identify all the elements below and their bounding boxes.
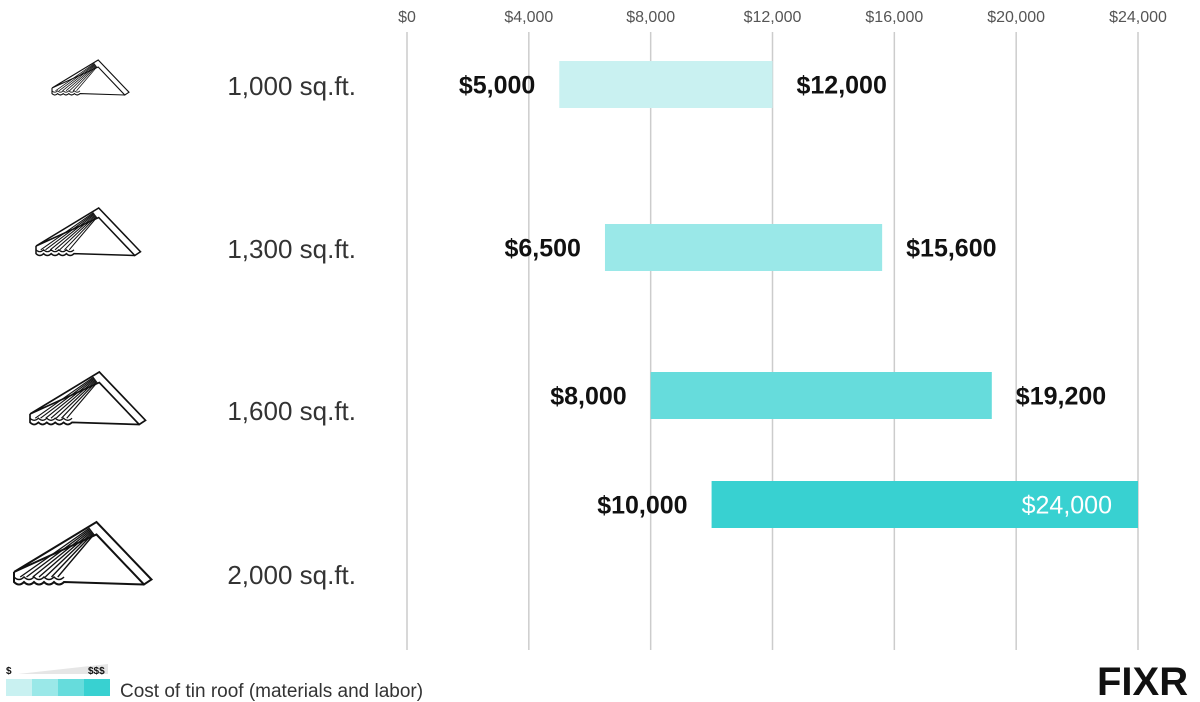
range-bar [604, 224, 883, 271]
low-value-label: $6,500 [505, 235, 581, 263]
fixr-logo: FIXR [1097, 660, 1188, 702]
legend-low-marker: $ [6, 666, 12, 677]
legend-swatch [58, 679, 84, 696]
roof-icon [51, 59, 130, 96]
range-bar [559, 61, 773, 108]
legend-scale-wedge [18, 664, 108, 674]
roof-icon [13, 520, 154, 586]
roof-icon [29, 370, 147, 426]
x-tick-label: $0 [398, 9, 416, 26]
x-tick-label: $20,000 [987, 9, 1045, 26]
range-bar [650, 372, 992, 419]
low-value-label: $5,000 [459, 72, 535, 100]
low-value-label: $10,000 [597, 492, 687, 520]
high-value-label: $19,200 [1016, 383, 1106, 411]
x-tick-label: $4,000 [504, 9, 553, 26]
x-tick-label: $16,000 [865, 9, 923, 26]
legend-swatch [6, 679, 32, 696]
x-tick-label: $24,000 [1109, 9, 1167, 26]
high-value-label: $24,000 [1022, 492, 1112, 520]
low-value-label: $8,000 [550, 383, 626, 411]
legend-high-marker: $$$ [88, 666, 105, 677]
range-bar [711, 481, 1138, 528]
range-bars [559, 61, 1138, 528]
x-axis-ticks: $0 $4,000 $8,000 $12,000 $16,000 $20,000 $24,0… [398, 9, 1167, 26]
legend-swatch [84, 679, 110, 696]
high-value-label: $12,000 [797, 72, 887, 100]
legend: $ $$$ Cost of tin roof (materials and la… [6, 664, 423, 702]
high-value-label: $15,600 [906, 235, 996, 263]
legend-swatches [6, 679, 110, 696]
roof-icon [35, 207, 142, 257]
roof-icons [13, 59, 154, 586]
category-label: 1,000 sq.ft. [227, 71, 356, 101]
value-labels: $5,000 $12,000 $6,500 $15,600 $8,000 $19,200 $… [459, 72, 1112, 520]
x-tick-label: $12,000 [744, 9, 802, 26]
category-labels: 1,000 sq.ft. 1,300 sq.ft. 1,600 sq.ft. 2,00… [227, 71, 356, 590]
grid-lines [406, 32, 1139, 650]
category-label: 2,000 sq.ft. [227, 560, 356, 590]
logo-text: FIXR [1097, 660, 1188, 702]
legend-swatch [32, 679, 58, 696]
legend-text: Cost of tin roof (materials and labor) [120, 681, 423, 702]
x-tick-label: $8,000 [626, 9, 675, 26]
category-label: 1,300 sq.ft. [227, 234, 356, 264]
category-label: 1,600 sq.ft. [227, 396, 356, 426]
